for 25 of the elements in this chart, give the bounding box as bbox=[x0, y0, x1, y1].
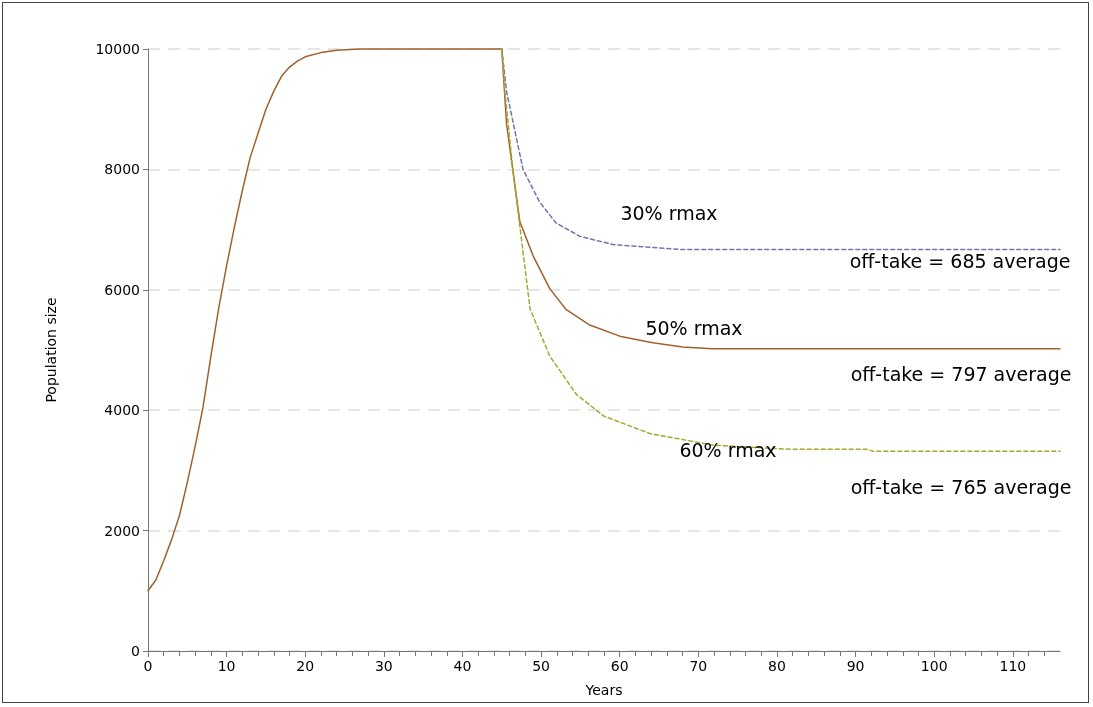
x-tick-label: 0 bbox=[143, 658, 153, 674]
annotation: off-take = 765 average bbox=[850, 476, 1072, 498]
y-tick-label: 2000 bbox=[104, 522, 140, 539]
x-tick-label: 90 bbox=[846, 658, 865, 674]
x-tick-label: 100 bbox=[920, 658, 948, 674]
x-tick-label: 70 bbox=[689, 658, 708, 674]
y-tick-label: 4000 bbox=[104, 402, 140, 419]
y-tick-label: 0 bbox=[131, 643, 140, 659]
y-tick-label: 8000 bbox=[104, 161, 140, 178]
x-tick-label: 40 bbox=[453, 658, 472, 674]
x-tick-label: 110 bbox=[999, 658, 1027, 674]
y-tick-label: 6000 bbox=[104, 281, 140, 298]
x-tick-label: 60 bbox=[610, 658, 629, 674]
x-axis-title: Years bbox=[584, 682, 623, 698]
annotation: 30% rmax bbox=[620, 202, 718, 224]
annotation: off-take = 797 average bbox=[850, 363, 1072, 385]
x-tick-label: 50 bbox=[532, 658, 551, 674]
x-tick-label: 10 bbox=[217, 658, 236, 674]
y-axis-title: Population size bbox=[43, 297, 59, 403]
x-tick-label: 80 bbox=[768, 658, 786, 674]
x-tick-label: 20 bbox=[296, 658, 315, 674]
annotation: off-take = 685 average bbox=[849, 250, 1071, 272]
annotation: 50% rmax bbox=[645, 317, 743, 339]
y-tick-label: 10000 bbox=[95, 41, 140, 57]
x-tick-label: 30 bbox=[374, 658, 393, 674]
